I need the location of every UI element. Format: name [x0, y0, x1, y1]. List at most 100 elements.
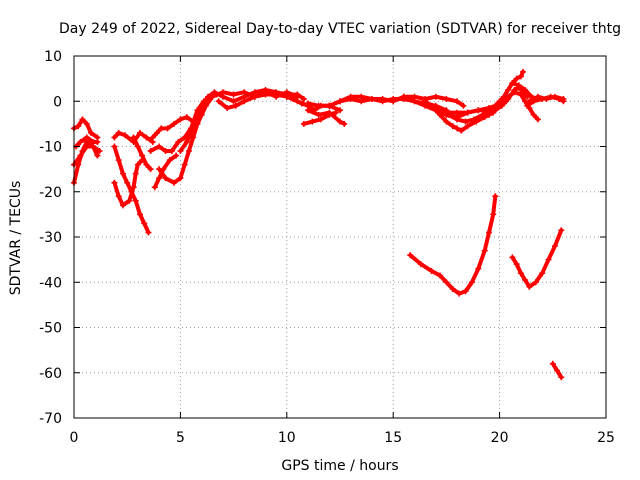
- data-point: [417, 261, 424, 268]
- data-point: [209, 93, 216, 100]
- data-point: [136, 129, 143, 136]
- data-point: [490, 211, 497, 218]
- data-point: [132, 197, 139, 204]
- data-point: [554, 367, 561, 374]
- data-point: [534, 93, 541, 100]
- data-point: [517, 73, 524, 80]
- data-point: [428, 267, 435, 274]
- data-point: [79, 116, 86, 123]
- data-point: [505, 86, 512, 93]
- data-point: [143, 134, 150, 141]
- data-point: [136, 211, 143, 218]
- data-point: [181, 161, 188, 168]
- data-point: [168, 148, 175, 155]
- data-point: [300, 95, 307, 102]
- y-tick-label: -10: [39, 140, 62, 156]
- data-point: [294, 98, 301, 105]
- data-point: [119, 202, 126, 209]
- data-point: [468, 279, 475, 286]
- data-point: [337, 98, 343, 105]
- data-point: [164, 125, 171, 132]
- data-point: [492, 107, 499, 114]
- data-point: [126, 197, 133, 204]
- data-point: [94, 152, 101, 159]
- ticks: 0 5 10 15 20 25 10 0 -10 -20 -30 -40 -50 -60 -70: [39, 49, 615, 446]
- y-axis-label: SDTVAR / TECUs: [8, 181, 24, 296]
- data-point: [232, 102, 239, 109]
- data-point: [551, 243, 558, 250]
- data-point: [198, 102, 205, 109]
- series-group: [71, 68, 567, 381]
- data-point: [111, 134, 118, 141]
- y-tick-label: -70: [39, 411, 62, 427]
- data-point: [475, 265, 482, 272]
- data-point: [517, 91, 524, 98]
- data-point: [241, 98, 248, 105]
- data-point: [171, 120, 178, 127]
- data-point: [300, 120, 307, 127]
- data-point: [219, 89, 226, 96]
- x-tick-label: 5: [176, 430, 185, 446]
- data-point: [513, 261, 520, 268]
- data-point: [115, 129, 122, 136]
- data-point: [185, 148, 192, 155]
- data-point: [315, 111, 322, 118]
- data-point: [509, 80, 516, 87]
- data-point: [88, 129, 95, 136]
- data-point: [241, 89, 248, 96]
- data-point: [485, 229, 492, 236]
- data-point: [449, 286, 456, 293]
- data-point: [273, 93, 280, 100]
- data-point: [511, 89, 518, 96]
- data-point: [456, 290, 463, 297]
- data-point: [432, 93, 439, 100]
- data-point: [190, 134, 197, 141]
- data-point: [130, 134, 137, 141]
- data-point: [475, 107, 482, 114]
- data-point: [139, 152, 146, 159]
- data-point: [145, 229, 152, 236]
- data-point: [479, 111, 486, 118]
- series-line-s31: [510, 228, 564, 289]
- data-point: [485, 111, 492, 118]
- data-point: [230, 91, 237, 98]
- data-point: [315, 102, 322, 109]
- data-point: [422, 98, 429, 105]
- data-point: [437, 272, 444, 279]
- data-point: [526, 98, 533, 105]
- data-point: [458, 127, 465, 134]
- data-point: [358, 98, 365, 105]
- data-point: [462, 288, 469, 295]
- data-point: [162, 175, 169, 182]
- data-point: [177, 148, 184, 155]
- data-point: [368, 95, 375, 102]
- data-point: [443, 279, 450, 286]
- data-point: [175, 138, 182, 145]
- data-point: [481, 247, 488, 254]
- data-point: [505, 93, 512, 100]
- data-point: [498, 102, 505, 109]
- data-point: [551, 93, 558, 100]
- data-point: [522, 86, 529, 93]
- data-point: [83, 143, 90, 150]
- data-point: [158, 125, 165, 132]
- data-point: [156, 143, 163, 150]
- data-point: [149, 134, 156, 141]
- data-point: [224, 105, 231, 112]
- y-tick-label: -20: [39, 185, 62, 201]
- data-point: [147, 148, 154, 155]
- data-point: [151, 184, 158, 191]
- data-point: [134, 161, 141, 168]
- data-point: [517, 270, 524, 277]
- data-point: [192, 120, 199, 127]
- data-point: [77, 152, 84, 159]
- data-point: [513, 75, 520, 82]
- data-point: [305, 100, 312, 107]
- data-point: [515, 82, 522, 89]
- data-point: [77, 138, 84, 145]
- data-point: [379, 98, 386, 105]
- data-point: [111, 143, 118, 150]
- data-point: [119, 170, 126, 177]
- data-point: [115, 193, 122, 200]
